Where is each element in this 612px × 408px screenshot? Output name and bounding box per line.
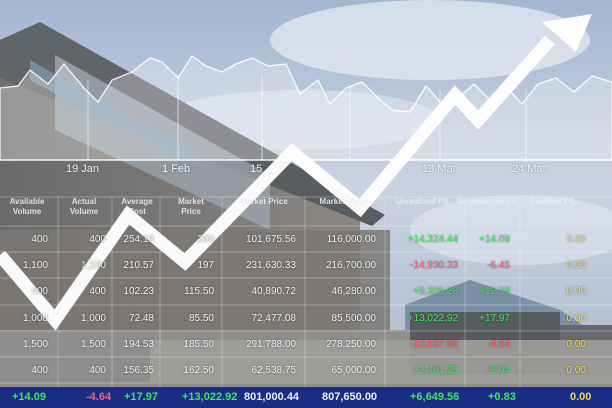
table-cell: +14,324.44 bbox=[407, 234, 458, 245]
uptrend-arrow-line bbox=[0, 35, 555, 331]
table-cell: 72,477.08 bbox=[251, 313, 297, 324]
table-cell: 400 bbox=[31, 365, 48, 376]
table-cell: 85,500.00 bbox=[331, 313, 377, 324]
column-header: Unrealized P/L bbox=[395, 197, 451, 206]
table-cell: 185.50 bbox=[183, 339, 214, 350]
x-axis-label: 19 Jan bbox=[66, 163, 100, 175]
table-cell: 0.00 bbox=[566, 365, 586, 376]
table-cell: 62,538.75 bbox=[251, 365, 297, 376]
table-cell: 102.23 bbox=[123, 286, 154, 297]
table-cell: 278,250.00 bbox=[325, 339, 376, 350]
table-cell: +17.97 bbox=[479, 313, 510, 324]
column-header: Market Value bbox=[319, 197, 369, 206]
table-cell: -13,537.99 bbox=[410, 339, 458, 350]
table-cell: 197 bbox=[197, 260, 214, 271]
column-header: Average Cost bbox=[121, 197, 153, 216]
column-header: Actual Volume bbox=[69, 197, 99, 216]
ticker-value: +13,022.92 bbox=[182, 391, 238, 403]
table-cell: 291,788.00 bbox=[245, 339, 296, 350]
table-cell: +14.09 bbox=[479, 234, 510, 245]
table-cell: 72.48 bbox=[128, 313, 154, 324]
table-cell: +5,309.28 bbox=[413, 286, 458, 297]
table-cell: 0.00 bbox=[566, 260, 586, 271]
column-header: Available Volume bbox=[9, 197, 45, 216]
table-cell: 156.35 bbox=[123, 365, 154, 376]
table-cell: 116,000.00 bbox=[326, 234, 376, 245]
table-cell: 231,630.33 bbox=[245, 260, 296, 271]
table-cell: 1,100 bbox=[22, 260, 48, 271]
portfolio-table: Available Volume Actual Volume Average C… bbox=[0, 197, 612, 387]
table-cell: 46,280.00 bbox=[331, 286, 377, 297]
table-cell: 0.00 bbox=[566, 339, 586, 350]
table-cell: 400 bbox=[89, 286, 106, 297]
chart-x-axis: 19 Jan 1 Feb 15 13 Mar 24 Mar bbox=[0, 163, 612, 181]
table-cell: 0.00 bbox=[566, 313, 586, 324]
table-cell: 1,500 bbox=[80, 339, 106, 350]
ticker-value: +0.83 bbox=[488, 391, 516, 403]
table-grid-lines bbox=[0, 196, 612, 387]
table-cell: -6.45 bbox=[487, 260, 510, 271]
x-axis-label: 13 Mar bbox=[422, 163, 457, 175]
table-cell: 1,000 bbox=[22, 313, 48, 324]
table-cell: +13,022.92 bbox=[407, 313, 458, 324]
ticker-value: +17.97 bbox=[124, 391, 158, 403]
table-cell: -14,930.33 bbox=[410, 260, 458, 271]
table-cell: +12.99 bbox=[479, 286, 510, 297]
table-cell: +2,461.25 bbox=[413, 365, 458, 376]
table-cell: 1,500 bbox=[22, 339, 48, 350]
table-cell: 400 bbox=[89, 365, 106, 376]
column-header: Market Price bbox=[240, 197, 288, 206]
table-cell: 254.19 bbox=[123, 234, 154, 245]
ticker-bar: +14.09 -4.64 +17.97 +13,022.92 801,000.4… bbox=[0, 387, 612, 408]
table-cell: 194.53 bbox=[123, 339, 154, 350]
ticker-value: 801,000.44 bbox=[244, 391, 300, 403]
uptrend-arrow-head bbox=[542, 14, 592, 52]
table-cell: 1,000 bbox=[80, 313, 106, 324]
column-header: %Unrealized P/L bbox=[456, 197, 520, 206]
ticker-value: +6,649.56 bbox=[410, 391, 460, 403]
ticker-value: -4.64 bbox=[86, 391, 112, 403]
table-cell: -4.64 bbox=[487, 339, 510, 350]
ticker-value: 807,650.00 bbox=[322, 391, 378, 403]
ticker-value: 0.00 bbox=[570, 391, 592, 403]
table-cell: 400 bbox=[31, 286, 48, 297]
table-cell: +3.94 bbox=[484, 365, 510, 376]
table-cell: 101,675.56 bbox=[245, 234, 296, 245]
table-cell: 115.50 bbox=[184, 286, 214, 297]
table-cell: 290 bbox=[197, 234, 214, 245]
table-cell: 0.00 bbox=[566, 286, 586, 297]
table-cell: 216,700.00 bbox=[325, 260, 376, 271]
table-cell: 400 bbox=[89, 234, 106, 245]
table-cell: 85.50 bbox=[188, 313, 214, 324]
column-header: Realized P/L bbox=[529, 197, 577, 206]
x-axis-label: 15 bbox=[250, 163, 263, 175]
column-header: Market Price bbox=[178, 197, 204, 216]
table-cell: 1,100 bbox=[80, 260, 106, 271]
x-axis-label: 24 Mar bbox=[512, 163, 547, 175]
table-cell: 210.57 bbox=[123, 260, 154, 271]
table-cell: 0.00 bbox=[566, 234, 586, 245]
ticker-value: +14.09 bbox=[12, 391, 46, 403]
volume-area bbox=[0, 55, 612, 161]
x-axis-label: 1 Feb bbox=[162, 163, 191, 175]
table-cell: 40,890.72 bbox=[251, 286, 297, 297]
table-cell: 65,000.00 bbox=[331, 365, 377, 376]
table-cell: 400 bbox=[31, 234, 48, 245]
table-cell: 162.50 bbox=[183, 365, 214, 376]
